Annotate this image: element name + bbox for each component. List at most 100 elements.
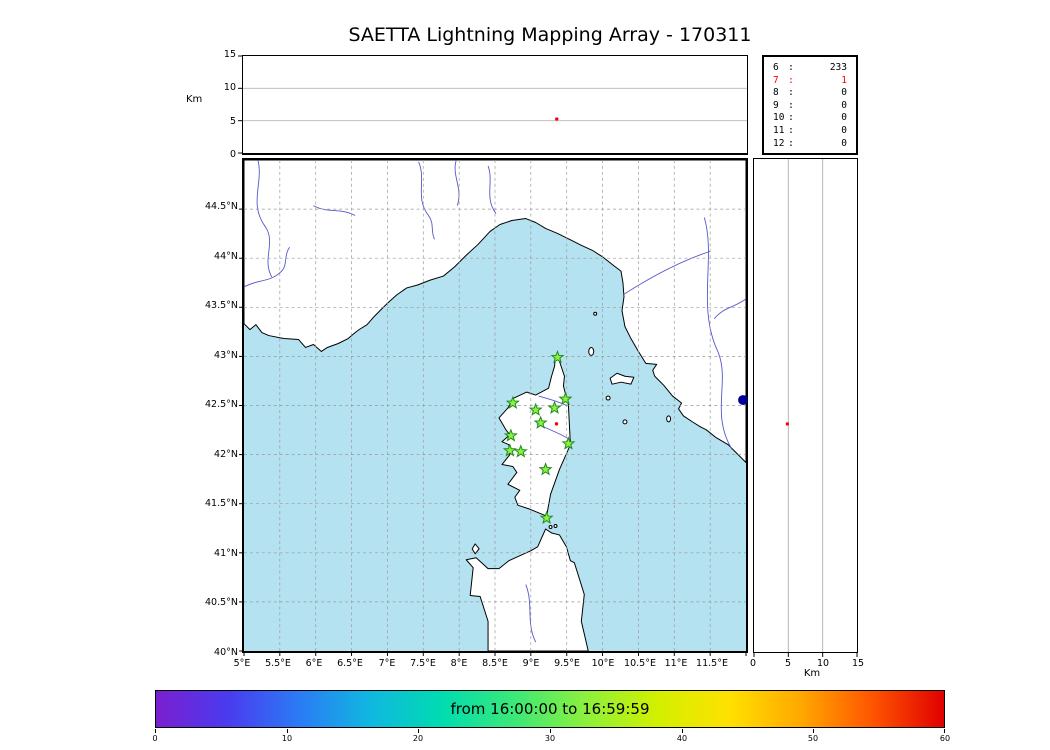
lat-tick-label: 42°N: [214, 449, 238, 460]
colorbar-tick: [418, 729, 419, 733]
stat-separator: :: [788, 124, 794, 136]
asinara-island: [471, 543, 480, 555]
pianosa-island: [605, 395, 611, 401]
stat-separator: :: [788, 62, 794, 73]
figure-title: SAETTA Lightning Mapping Array - 170311: [348, 24, 752, 46]
stat-row: 6: 233: [773, 62, 847, 75]
stat-separator: :: [788, 87, 794, 99]
stat-row: 10: 0: [773, 112, 847, 125]
lon-tick-label: 9°E: [522, 658, 540, 669]
stat-row: 7: 1: [773, 75, 847, 88]
altitude-gridlines: [787, 159, 824, 652]
lat-tick-label: 41°N: [214, 548, 238, 559]
stat-label: 10: [773, 112, 785, 124]
map-axis-ticks: [239, 208, 747, 656]
stat-value: 233: [829, 62, 847, 73]
lon-tick-label: 8.5°E: [482, 658, 508, 669]
stat-label: 8: [773, 87, 779, 99]
mainland-coastline: [243, 159, 747, 464]
lon-tick-label: 6.5°E: [337, 658, 363, 669]
lat-tick-label: 43°N: [214, 350, 238, 361]
colorbar-label: from 16:00:00 to 16:59:59: [450, 700, 650, 718]
colorbar-tick: [682, 729, 683, 733]
km-tick-label: 15: [851, 658, 865, 669]
lat-tick-label: 40.5°N: [204, 597, 238, 608]
km-tick-label: 10: [816, 658, 830, 669]
lon-tick-label: 11°E: [664, 658, 688, 669]
map-gridlines: [244, 160, 746, 651]
altitude-axis-ticks: [238, 55, 243, 154]
altitude-longitude-panel: [238, 55, 748, 155]
map-plot: [239, 159, 748, 656]
colorbar-tick: [813, 729, 814, 733]
stat-label: 6: [773, 62, 779, 73]
lon-tick-label: 6°E: [305, 658, 323, 669]
lat-tick-label: 41.5°N: [204, 498, 238, 509]
colorbar-tick-label: 60: [939, 734, 951, 743]
capraia-island: [588, 346, 595, 356]
stat-label: 11: [773, 124, 785, 136]
lat-tick-label: 40°N: [214, 647, 238, 658]
colorbar-tick-label: 0: [152, 734, 158, 743]
colorbar-tick-label: 20: [412, 734, 424, 743]
lat-tick-label: 42.5°N: [204, 399, 238, 410]
lon-tick-label: 7.5°E: [410, 658, 436, 669]
stat-label: 12: [773, 137, 785, 149]
time-colorbar: from 16:00:00 to 16:59:59: [155, 690, 945, 728]
lightning-source-point: [555, 117, 559, 121]
colorbar-tick-label: 50: [807, 734, 819, 743]
maddalena-island: [553, 524, 558, 529]
altitude-latitude-plot: [753, 159, 858, 657]
km-tick-label: 0: [749, 658, 757, 669]
altitude-axis-ticks: [753, 652, 858, 657]
lightning-source-point: [785, 422, 790, 426]
colorbar-tick-label: 10: [281, 734, 293, 743]
giglio-island: [666, 415, 672, 423]
lon-tick-label: 10°E: [591, 658, 615, 669]
stat-value: 0: [841, 87, 847, 99]
stat-value: 0: [841, 99, 847, 111]
station-stats-panel: 6: 233 7: 1 8: 0 9: 0 10: 0 11: 0 12: 0: [762, 55, 858, 155]
stat-separator: :: [788, 74, 794, 86]
stat-row: 12: 0: [773, 138, 847, 151]
lon-tick-label: 7°E: [378, 658, 396, 669]
maddalena-island: [548, 525, 553, 529]
lon-tick-label: 8°E: [450, 658, 468, 669]
altitude-tick-label: 10: [223, 82, 236, 93]
altitude-tick-label: 15: [223, 49, 236, 60]
elba-island: [609, 372, 635, 385]
colorbar-tick: [944, 729, 945, 733]
lon-tick-label: 10.5°E: [624, 658, 656, 669]
colorbar-tick: [155, 729, 156, 733]
stat-label: 7: [773, 74, 779, 86]
km-tick-label: 5: [784, 658, 792, 669]
stat-value: 0: [841, 124, 847, 136]
colorbar-tick: [287, 729, 288, 733]
lon-tick-label: 5°E: [233, 658, 251, 669]
lon-tick-label: 9.5°E: [554, 658, 580, 669]
altitude-tick-label: 0: [229, 149, 236, 160]
stat-value: 0: [841, 112, 847, 124]
colorbar-tick-label: 30: [544, 734, 556, 743]
colorbar-tick: [550, 729, 551, 733]
stat-value: 0: [841, 137, 847, 149]
colorbar-tick-label: 40: [676, 734, 688, 743]
lat-tick-label: 43.5°N: [204, 300, 238, 311]
gorgona-island: [593, 311, 598, 316]
stat-separator: :: [788, 99, 794, 111]
altitude-tick-label: 5: [229, 116, 236, 127]
blue-marker-dot: [738, 395, 748, 406]
lon-tick-label: 11.5°E: [696, 658, 728, 669]
map-panel: [239, 158, 748, 656]
stat-separator: :: [788, 137, 794, 149]
stat-row: 11: 0: [773, 125, 847, 138]
stat-row: 8: 0: [773, 87, 847, 100]
altitude-latitude-panel: [753, 158, 858, 657]
stat-separator: :: [788, 112, 794, 124]
altitude-longitude-plot: [238, 55, 747, 154]
altitude-axis-label: Km: [186, 94, 203, 105]
montecristo-island: [622, 419, 628, 425]
lat-tick-label: 44°N: [214, 251, 238, 262]
stat-label: 9: [773, 99, 779, 111]
